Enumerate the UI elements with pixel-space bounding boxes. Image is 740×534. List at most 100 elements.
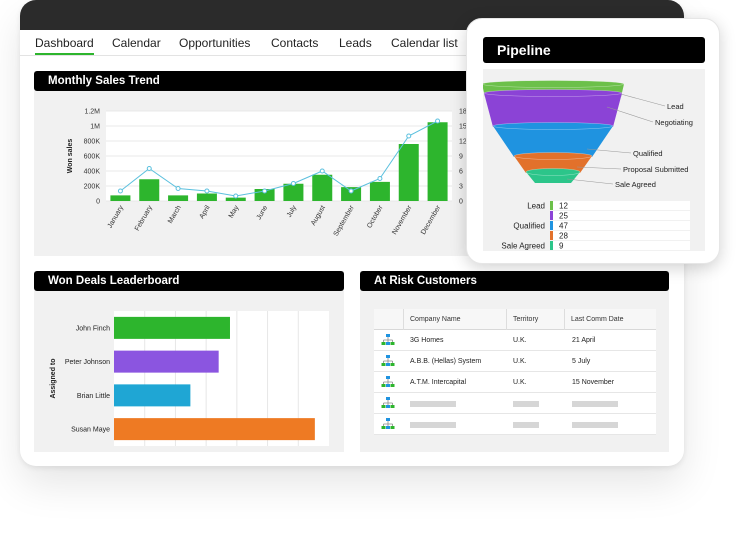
pipeline-row	[550, 231, 690, 240]
bar	[283, 183, 304, 201]
column-header[interactable]: Last Comm Date	[564, 309, 656, 330]
pipeline-row	[550, 201, 690, 210]
funnel-segment-top	[483, 80, 625, 88]
pipeline-row-label: Qualified	[513, 222, 545, 231]
placeholder-bar	[513, 401, 539, 407]
line-series	[120, 120, 438, 197]
bar	[341, 187, 362, 201]
date-cell: 21 April	[572, 337, 596, 344]
pipeline-row-swatch	[550, 201, 553, 210]
tab-calendar-list[interactable]: Calendar list	[391, 36, 458, 50]
pipeline-row-swatch	[550, 221, 553, 230]
x-tick-label: July	[286, 204, 299, 219]
y2-tick-label: 3	[459, 184, 463, 191]
funnel-segment-top	[525, 168, 581, 176]
tab-opportunities[interactable]: Opportunities	[179, 36, 251, 50]
leaderboard-panel: Won Deals Leaderboard Assigned to John Fi…	[34, 271, 344, 452]
y-tick-label: 400K	[84, 169, 101, 176]
territory-cell: U.K.	[513, 337, 527, 344]
x-tick-label: November	[391, 204, 414, 236]
y2-tick-label: 15	[459, 124, 467, 131]
funnel-leader-line	[606, 106, 654, 123]
tab-leads[interactable]: Leads	[339, 36, 372, 50]
x-tick-label: September	[333, 204, 357, 238]
placeholder-bar	[410, 422, 456, 428]
monthly-sales-panel: Monthly Sales Trend 0 0 200K 3 400K 6 600K 9 800…	[34, 71, 494, 256]
funnel-segment	[493, 126, 613, 157]
bar	[114, 350, 219, 373]
pipeline-row-label: Lead	[527, 202, 545, 211]
funnel-label: Proposal Submitted	[623, 165, 688, 174]
pipeline-value: 9	[559, 242, 564, 251]
date-cell: 15 November	[572, 379, 615, 386]
pipeline-row	[550, 221, 690, 230]
y-axis-label: Assigned to	[50, 358, 57, 398]
bar	[114, 384, 191, 407]
y-tick-label: 200K	[84, 184, 101, 191]
bar	[110, 195, 131, 201]
tab-contacts[interactable]: Contacts	[271, 36, 319, 50]
funnel-segment	[484, 93, 622, 127]
column-header[interactable]: Territory	[506, 309, 564, 330]
tab-dashboard[interactable]: Dashboard	[35, 36, 94, 55]
leaderboard-chart: Assigned to John Finch Peter Johnson Brian …	[50, 311, 329, 446]
y-axis-label: Won sales	[67, 139, 74, 174]
funnel-segment	[514, 156, 592, 173]
placeholder-bar	[410, 401, 456, 407]
bar	[225, 197, 246, 201]
funnel-leader-line	[566, 178, 614, 185]
pipeline-title: Pipeline	[483, 37, 705, 63]
pipeline-value: 28	[559, 232, 568, 241]
pipeline-value: 12	[559, 202, 568, 211]
table-row[interactable]: A.B.B. (Hellas) System U.K. 5 July	[374, 351, 656, 372]
y-tick-label: 600K	[84, 154, 101, 161]
line-point	[290, 181, 296, 186]
pipeline-value: 47	[559, 222, 568, 231]
org-chart-icon	[381, 355, 395, 366]
x-tick-label: March	[167, 204, 183, 224]
at-risk-panel: At Risk Customers Company Name Territory…	[360, 271, 669, 452]
x-tick-label: October	[366, 204, 385, 230]
pipeline-value: 25	[559, 212, 568, 221]
pipeline-row-swatch	[550, 211, 553, 220]
bar	[196, 193, 217, 201]
funnel-segment-top	[513, 152, 593, 160]
column-header[interactable]: Company Name	[403, 309, 506, 330]
tab-calendar[interactable]: Calendar	[112, 36, 161, 50]
territory-cell: U.K.	[513, 358, 527, 365]
x-tick-label: August	[310, 204, 327, 226]
y-tick-label: Susan Maye	[71, 427, 110, 434]
bar	[114, 316, 230, 339]
bar	[369, 181, 390, 201]
pipeline-row	[550, 211, 690, 220]
table-row-placeholder	[374, 393, 656, 414]
y-tick-label: Brian Little	[77, 393, 110, 400]
y-tick-label: 0	[96, 199, 100, 206]
at-risk-table: Company Name Territory Last Comm Date 3G…	[374, 309, 656, 435]
table-row[interactable]: A.T.M. Intercapital U.K. 15 November	[374, 372, 656, 393]
line-point	[204, 188, 210, 194]
pipeline-funnel-chart: Lead Negotiating Qualified Proposal Submitt…	[483, 80, 693, 251]
y2-tick-label: 9	[459, 154, 463, 161]
company-cell: 3G Homes	[410, 337, 444, 344]
pipeline-body: Lead Negotiating Qualified Proposal Submitt…	[483, 69, 705, 251]
line-point	[435, 118, 441, 124]
org-chart-icon	[381, 334, 395, 345]
line-point	[233, 193, 239, 199]
at-risk-title: At Risk Customers	[360, 271, 669, 291]
company-cell: A.B.B. (Hellas) System	[410, 358, 482, 365]
bar	[312, 174, 333, 201]
placeholder-bar	[572, 401, 618, 407]
line-point	[377, 176, 383, 181]
pipeline-card: Pipeline Lead Negotiating Qualified Proposa…	[466, 18, 720, 264]
pipeline-row-swatch	[550, 231, 553, 240]
table-row[interactable]: 3G Homes U.K. 21 April	[374, 330, 656, 351]
line-point	[175, 186, 181, 191]
territory-cell: U.K.	[513, 379, 527, 386]
y2-tick-label: 18	[459, 109, 467, 116]
x-tick-label: January	[107, 204, 126, 229]
line-point	[262, 188, 268, 194]
y-tick-label: Peter Johnson	[65, 359, 110, 366]
funnel-label: Lead	[667, 102, 684, 111]
org-chart-icon	[381, 376, 395, 387]
